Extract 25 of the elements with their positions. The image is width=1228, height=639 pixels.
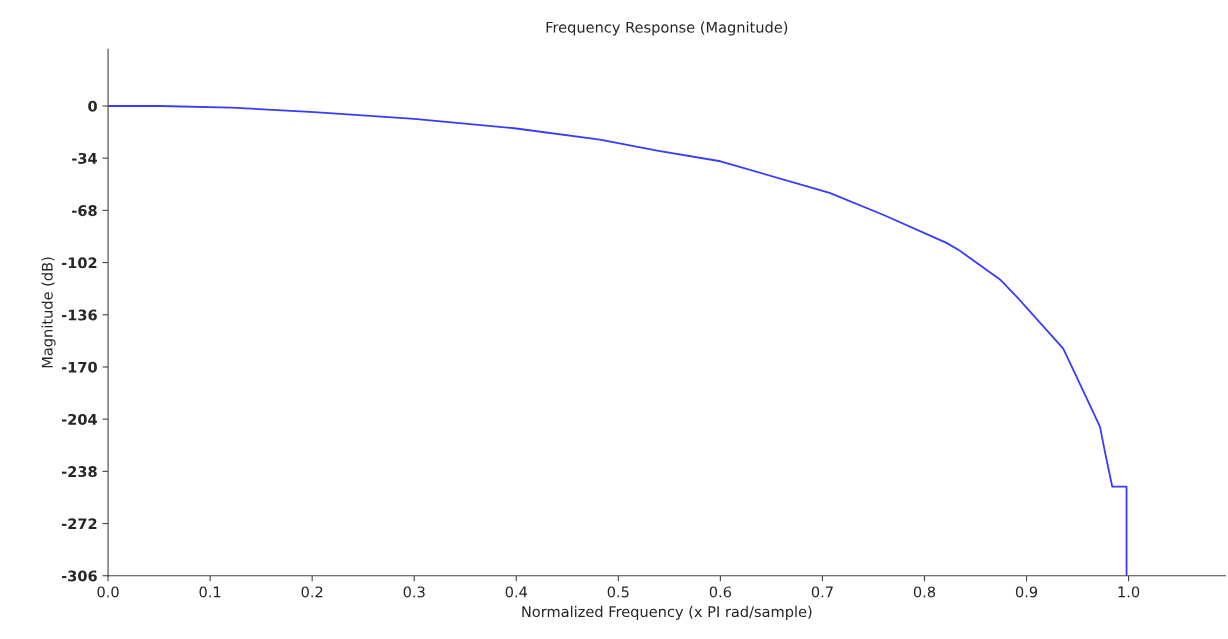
x-tick-label: 0.6	[709, 586, 732, 598]
y-tick-label: -272	[61, 518, 97, 530]
y-tick-label: -238	[61, 466, 97, 478]
y-tick-label: -306	[61, 570, 97, 582]
x-tick-label: 0.4	[505, 586, 528, 598]
x-tick-label: 0.9	[1015, 586, 1038, 598]
y-tick-label: 0	[88, 100, 97, 112]
y-tick-label: -204	[61, 413, 97, 425]
x-tick-label: 0.5	[607, 586, 629, 598]
x-axis-title: Normalized Frequency (x PI rad/sample)	[522, 605, 812, 620]
line-series	[108, 105, 1128, 576]
y-axis-title: Magnitude (dB)	[41, 257, 56, 368]
x-tick-label: 1.0	[1118, 586, 1140, 598]
x-tick-label: 0.1	[199, 586, 221, 598]
y-tick-label: -170	[61, 361, 97, 373]
y-tick-label: -136	[61, 309, 97, 321]
y-tick-label: -68	[72, 205, 97, 217]
x-tick-label: 0.0	[97, 586, 119, 598]
y-tick-label: -34	[72, 152, 97, 164]
y-tick-label: -102	[61, 257, 97, 269]
x-tick-label: 0.2	[301, 586, 323, 598]
x-tick-label: 0.3	[403, 586, 425, 598]
x-tick-label: 0.8	[913, 586, 936, 598]
chart-title: Frequency Response (Magnitude)	[546, 21, 788, 36]
x-tick-label: 0.7	[811, 586, 833, 598]
